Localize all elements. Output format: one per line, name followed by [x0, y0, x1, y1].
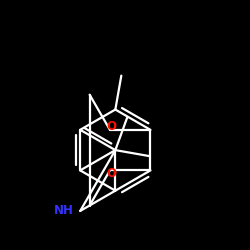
Text: O: O [107, 167, 117, 180]
Text: NH: NH [54, 204, 73, 218]
Text: O: O [107, 120, 117, 133]
